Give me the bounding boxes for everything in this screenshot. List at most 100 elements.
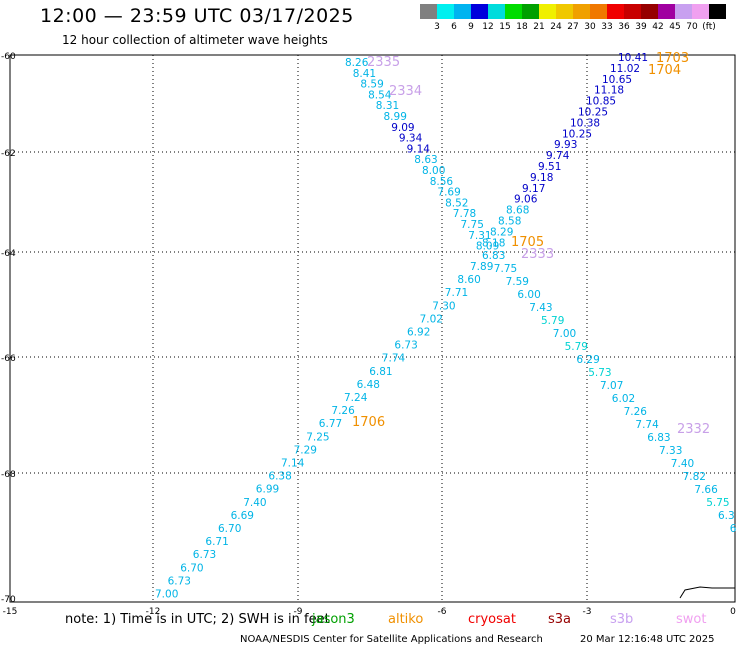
wave-height-reading: 7.26 — [331, 405, 355, 417]
wave-height-reading: 8.60 — [457, 274, 480, 286]
wave-height-reading: 5.79 — [541, 315, 564, 327]
wave-height-reading: 8.18 — [482, 237, 505, 249]
legend-swatch — [590, 4, 607, 19]
y-tick-label: -68 — [1, 470, 16, 480]
wave-height-reading: 8.00 — [422, 165, 445, 177]
legend-label: 18 — [516, 22, 528, 32]
satellite-legend: jason3 altiko cryosat s3a s3b swot — [0, 612, 740, 630]
wave-height-reading: 5.73 — [588, 367, 611, 379]
wave-height-reading: 8.29 — [490, 226, 513, 238]
wave-height-reading: 8.59 — [360, 79, 383, 91]
wave-height-reading: 7.59 — [506, 276, 529, 288]
wave-height-reading: 6.38 — [268, 471, 291, 483]
wave-height-reading: 8.26 — [345, 57, 369, 69]
legend-swatch — [556, 4, 573, 19]
legend-swatch — [709, 4, 726, 19]
legend-label: 21 — [533, 22, 545, 32]
y-tick-label: -60 — [1, 52, 16, 62]
wave-height-reading: 6.71 — [205, 536, 228, 548]
y-tick-label: -66 — [1, 354, 16, 364]
legend-swatch — [658, 4, 675, 19]
wave-height-reading: 7.26 — [624, 406, 648, 418]
wave-height-reading: 7.71 — [445, 287, 468, 299]
legend-label: (ft) — [702, 22, 716, 32]
legend-swatch — [454, 4, 471, 19]
wave-height-reading: 9.93 — [554, 139, 577, 151]
wave-height-reading: 8.99 — [384, 111, 407, 123]
legend-label: 42 — [652, 22, 664, 32]
wave-height-reading: 8.56 — [430, 176, 454, 188]
legend-label: 6 — [451, 22, 457, 32]
wave-height-reading: 7.75 — [494, 263, 517, 275]
pass-id-label: 1703 — [656, 51, 689, 66]
wave-height-reading: 10.65 — [602, 74, 632, 86]
legend-label: 39 — [635, 22, 647, 32]
satellite-label-cryosat: cryosat — [468, 612, 516, 627]
wave-height-reading: 8.31 — [376, 100, 399, 112]
pass-id-label: 2334 — [389, 84, 422, 99]
legend-swatch — [675, 4, 692, 19]
legend-swatch — [505, 4, 522, 19]
wave-height-reading: 10.41 — [618, 52, 648, 64]
wave-height-reading: 7.40 — [243, 497, 266, 509]
pass-id-label: 2333 — [521, 247, 554, 262]
legend-label: 30 — [584, 22, 596, 32]
pass-id-label: 1705 — [511, 235, 544, 250]
x-tick-label: 0 — [730, 607, 736, 617]
wave-height-reading: 6.77 — [319, 418, 342, 430]
legend-label: 33 — [601, 22, 613, 32]
x-tick-label: -6 — [438, 607, 447, 617]
wave-height-reading: 6.83 — [482, 250, 505, 262]
wave-height-reading: 7.30 — [432, 300, 455, 312]
legend-label: 70 — [686, 22, 698, 32]
wave-height-reading: 7.02 — [420, 313, 443, 325]
wave-height-reading: 7.14 — [281, 458, 305, 470]
wave-height-reading: 10.25 — [562, 128, 592, 140]
legend-label: 45 — [669, 22, 681, 32]
wave-height-reading: 8.58 — [498, 216, 521, 228]
wave-height-reading: 7.43 — [529, 302, 552, 314]
x-tick-label: -12 — [146, 607, 161, 617]
wave-height-reading: 9.06 — [514, 194, 538, 206]
legend-swatch — [420, 4, 437, 19]
wave-height-reading: 7.69 — [437, 187, 460, 199]
pass-id-label: 1704 — [648, 63, 681, 78]
satellite-label-jason3: jason3 — [312, 612, 355, 627]
wave-height-reading: 8.68 — [506, 205, 529, 217]
legend-swatch — [624, 4, 641, 19]
wave-height-reading: 9.17 — [522, 183, 545, 195]
wave-height-reading: 7.00 — [155, 589, 178, 601]
y-tick-label: -64 — [1, 249, 16, 259]
timestamp: 20 Mar 12:16:48 UTC 2025 — [580, 634, 715, 645]
wave-height-reading: 8.54 — [368, 89, 392, 101]
wave-height-reading: 8.09 — [476, 241, 499, 253]
x-tick-label: -3 — [583, 607, 592, 617]
wave-height-reading: 10.38 — [570, 117, 600, 129]
wave-height-reading: 7.89 — [470, 261, 493, 273]
page-subtitle: 12 hour collection of altimeter wave hei… — [62, 33, 328, 47]
map-frame — [9, 54, 736, 603]
legend-swatch — [488, 4, 505, 19]
wave-height-reading: 6.29 — [576, 354, 599, 366]
legend-swatch — [471, 4, 488, 19]
wave-height-reading: 7.78 — [453, 208, 476, 220]
wave-height-reading: 6.81 — [369, 366, 392, 378]
legend-swatch — [573, 4, 590, 19]
wave-height-reading: 8.63 — [414, 154, 437, 166]
legend-label: 15 — [499, 22, 511, 32]
pass-id-label: 2335 — [367, 55, 400, 70]
wave-height-reading: 6.83 — [647, 432, 670, 444]
wave-height-reading: 6.70 — [180, 562, 203, 574]
wave-height-reading: 6.00 — [517, 289, 540, 301]
legend-swatch — [692, 4, 709, 19]
legend-label: 9 — [468, 22, 474, 32]
page-title: 12:00 — 23:59 UTC 03/17/2025 — [40, 5, 354, 27]
satellite-label-s3b: s3b — [610, 612, 634, 627]
wave-height-reading: 7.33 — [659, 445, 682, 457]
wave-height-reading: 7.74 — [382, 353, 406, 365]
legend-swatch — [641, 4, 658, 19]
wave-height-reading: 7.75 — [461, 219, 484, 231]
wave-height-reading: 7.31 — [468, 230, 491, 242]
x-tick-label: -9 — [294, 607, 303, 617]
